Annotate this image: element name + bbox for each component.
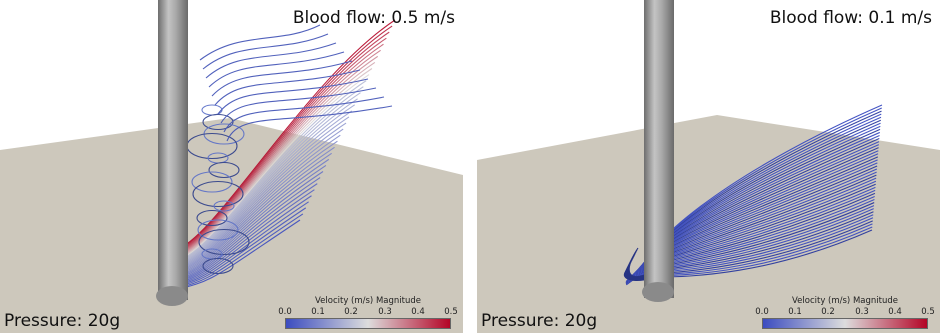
streamline xyxy=(223,96,385,133)
streamline xyxy=(192,180,244,208)
streamline xyxy=(174,49,381,257)
streamlines xyxy=(624,104,883,286)
needle-tip xyxy=(156,286,188,306)
streamline xyxy=(198,228,250,256)
colorbar-title: Velocity (m/s) Magnitude xyxy=(792,296,898,306)
streamline xyxy=(174,55,379,258)
streamline xyxy=(203,123,245,145)
colorbar-tick: 0.1 xyxy=(311,307,325,317)
streamline xyxy=(208,51,345,88)
streamline xyxy=(174,140,338,275)
streamline xyxy=(207,152,229,164)
streamline xyxy=(208,161,240,179)
velocity-colorbar: Velocity (m/s) Magnitude 0.0 0.1 0.2 0.3… xyxy=(278,296,458,329)
streamline xyxy=(174,128,344,273)
streamline xyxy=(174,74,370,262)
colorbar-tick: 0.4 xyxy=(411,307,425,317)
streamline xyxy=(211,60,353,97)
streamline xyxy=(174,177,321,283)
streamline xyxy=(174,25,393,252)
streamline xyxy=(220,87,377,124)
streamline xyxy=(174,92,361,266)
streamline xyxy=(174,164,327,280)
colorbar-tick: 0.2 xyxy=(344,307,358,317)
streamline xyxy=(174,183,318,284)
colorbar-gradient xyxy=(285,318,451,329)
simulation-panel-fast-flow: Blood flow: 0.5 m/s Pressure: 20g Veloci… xyxy=(0,0,463,333)
colorbar-tick: 0.1 xyxy=(788,307,802,317)
streamline xyxy=(174,37,387,255)
streamline xyxy=(202,257,234,275)
streamline xyxy=(202,33,329,70)
simulation-panel-slow-flow: Blood flow: 0.1 m/s Pressure: 20g Veloci… xyxy=(477,0,940,333)
streamline xyxy=(191,171,233,193)
streamline xyxy=(174,158,330,279)
colorbar-tick: 0.3 xyxy=(855,307,869,317)
streamlines xyxy=(174,19,396,291)
streamline xyxy=(174,189,315,285)
pressure-label: Pressure: 20g xyxy=(481,311,598,331)
streamline xyxy=(213,200,235,212)
flow-scene xyxy=(0,0,463,333)
streamline xyxy=(174,134,341,274)
streamline xyxy=(174,171,324,281)
streamline xyxy=(214,69,361,106)
streamline xyxy=(174,86,364,264)
colorbar-tick: 0.3 xyxy=(378,307,392,317)
colorbar-title: Velocity (m/s) Magnitude xyxy=(315,296,421,306)
needle-shaft xyxy=(644,0,674,298)
streamline xyxy=(174,146,335,276)
colorbar-tick: 0.0 xyxy=(755,307,769,317)
streamline xyxy=(174,98,358,267)
streamline xyxy=(174,80,367,263)
streamline xyxy=(217,78,369,115)
colorbar-tick: 0.5 xyxy=(444,307,458,317)
tissue-surface xyxy=(0,118,463,333)
streamline xyxy=(201,248,223,260)
streamline xyxy=(174,19,396,251)
colorbar-ticks: 0.0 0.1 0.2 0.3 0.4 0.5 xyxy=(755,307,935,318)
needle-tip xyxy=(642,282,674,302)
streamline xyxy=(174,104,356,268)
colorbar-gradient xyxy=(762,318,928,329)
streamline xyxy=(197,219,239,241)
blood-flow-label: Blood flow: 0.5 m/s xyxy=(292,8,455,28)
colorbar-tick: 0.5 xyxy=(921,307,935,317)
velocity-colorbar: Velocity (m/s) Magnitude 0.0 0.1 0.2 0.3… xyxy=(755,296,935,329)
streamline xyxy=(174,61,376,260)
streamline xyxy=(205,42,337,79)
blood-flow-label: Blood flow: 0.1 m/s xyxy=(769,8,932,28)
streamline xyxy=(174,31,390,253)
streamline xyxy=(199,24,321,61)
flow-scene xyxy=(477,0,940,333)
colorbar-ticks: 0.0 0.1 0.2 0.3 0.4 0.5 xyxy=(278,307,458,318)
colorbar-tick: 0.0 xyxy=(278,307,292,317)
streamline xyxy=(174,122,347,272)
pressure-label: Pressure: 20g xyxy=(4,311,121,331)
streamline xyxy=(186,132,238,160)
streamline xyxy=(226,105,393,142)
streamline xyxy=(174,43,384,256)
needle-shaft xyxy=(158,0,188,300)
streamline xyxy=(174,152,332,278)
streamline xyxy=(174,116,350,270)
colorbar-tick: 0.2 xyxy=(821,307,835,317)
streamline xyxy=(196,209,228,227)
colorbar-tick: 0.4 xyxy=(888,307,902,317)
streamline xyxy=(174,110,353,269)
